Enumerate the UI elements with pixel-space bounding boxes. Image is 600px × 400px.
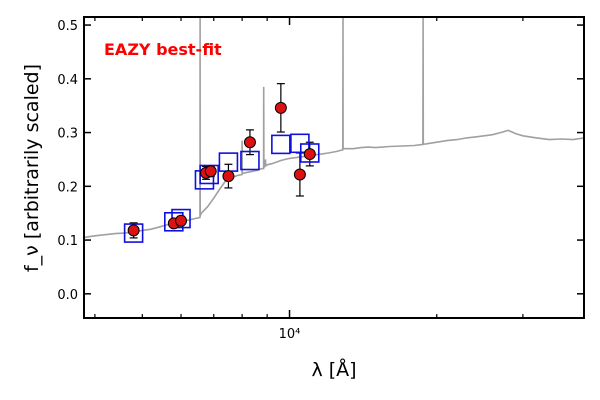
y-tick-label: 0.2 — [57, 180, 78, 195]
observed-data-point — [204, 165, 217, 178]
observed-data-point — [303, 148, 316, 161]
model-photometry-box — [240, 150, 260, 171]
y-tick-label: 0.0 — [57, 288, 78, 303]
observed-data-point — [127, 224, 140, 237]
observed-point-layer — [127, 101, 316, 237]
y-tick-label: 0.3 — [57, 127, 78, 142]
observed-data-point — [175, 214, 188, 227]
x-tick-label: 10⁴ — [279, 327, 301, 342]
template-spectrum-line — [83, 16, 585, 239]
model-photometry-box — [271, 134, 291, 155]
observed-data-point — [293, 168, 306, 181]
annotation-label: EAZY best-fit — [104, 40, 222, 59]
y-tick-label: 0.4 — [57, 73, 78, 88]
y-axis-label: f_ν [arbitrarily scaled] — [21, 64, 43, 272]
tick-layer: 0.0 0.1 0.2 0.3 0.4 0.5 10⁴ — [57, 17, 584, 342]
plot-frame — [83, 16, 585, 319]
observed-data-point — [274, 101, 287, 114]
observed-data-point — [222, 170, 235, 183]
model-photometry-layer — [123, 133, 320, 243]
x-axis-label: λ [Å] — [311, 358, 356, 381]
y-tick-label: 0.5 — [57, 19, 78, 34]
y-tick-label: 0.1 — [57, 234, 78, 249]
model-photometry-box — [123, 223, 144, 243]
template-spectrum-layer — [83, 16, 585, 239]
observed-data-point — [243, 136, 256, 149]
model-photometry-box — [299, 143, 320, 163]
